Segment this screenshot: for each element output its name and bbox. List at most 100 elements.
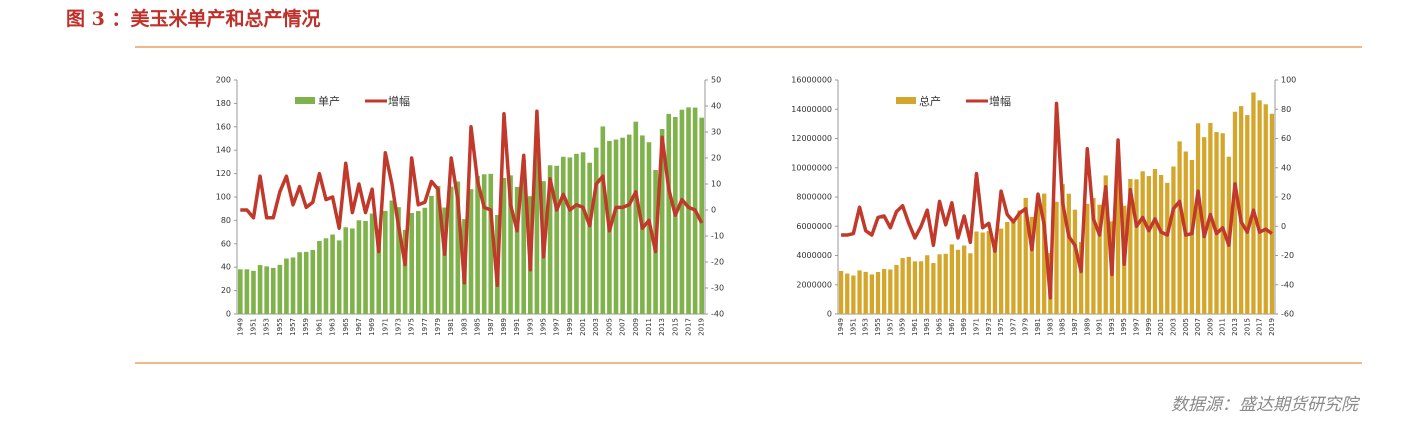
bar [501, 177, 507, 314]
bar [1220, 133, 1225, 314]
legend-swatch [896, 97, 916, 104]
x-tick-label: 1993 [526, 318, 534, 336]
bar [998, 228, 1004, 314]
bar [1251, 92, 1256, 314]
legend-swatch [295, 97, 315, 104]
bar [1011, 218, 1016, 314]
bar [699, 117, 705, 314]
y2-tick-label: 0 [711, 206, 716, 215]
x-tick-label: 1949 [837, 318, 845, 336]
bar [251, 270, 256, 314]
line [240, 109, 704, 288]
y-tick-label: 14000000 [791, 105, 832, 114]
x-tick-label: 1961 [911, 318, 919, 336]
bar [992, 245, 998, 314]
y2-tick-label: 50 [711, 76, 721, 85]
x-tick-label: 1953 [263, 318, 271, 336]
y-tick-label: 40 [221, 263, 231, 272]
x-tick-label: 1953 [862, 318, 870, 336]
x-tick-label: 2015 [671, 318, 679, 336]
bar [310, 250, 316, 314]
bar [679, 109, 685, 314]
bar [488, 173, 494, 314]
x-tick-label: 1983 [460, 318, 468, 336]
x-tick-label: 2001 [579, 318, 587, 336]
bar [1128, 178, 1133, 314]
line [841, 101, 1273, 300]
legend-label: 单产 [318, 94, 340, 108]
x-tick-label: 1973 [394, 318, 402, 336]
bar [600, 126, 606, 314]
bar [875, 271, 881, 314]
y-tick-label: 140 [216, 146, 231, 155]
x-tick-label: 1983 [1046, 318, 1054, 336]
x-tick-label: 1997 [553, 318, 561, 336]
bar [284, 258, 289, 314]
x-tick-label: 1969 [960, 318, 968, 336]
bar [686, 107, 691, 315]
y2-tick-label: -60 [1281, 310, 1294, 319]
bar [560, 156, 566, 314]
bar [1146, 176, 1151, 314]
bar [1066, 193, 1071, 314]
bar [1042, 193, 1047, 314]
bar [882, 269, 887, 314]
y-tick-label: 6000000 [796, 222, 832, 231]
bar [1140, 171, 1145, 314]
bar [264, 266, 269, 314]
bar [336, 240, 342, 314]
bar [613, 139, 619, 314]
bar [986, 231, 991, 314]
bar [1078, 241, 1084, 314]
bar [468, 189, 474, 314]
bar [442, 207, 447, 314]
y2-tick-label: -30 [711, 284, 724, 293]
bar [290, 257, 296, 314]
bar [1035, 195, 1041, 314]
x-tick-label: 2003 [1169, 318, 1177, 336]
x-tick-label: 2011 [1219, 318, 1227, 336]
bar [900, 258, 905, 314]
bar [448, 186, 454, 314]
bar [508, 175, 513, 314]
source: 数据源：盛达期货研究院 [1171, 395, 1361, 415]
bar [297, 252, 302, 314]
x-tick-label: 1981 [447, 318, 455, 336]
legend-label: 总产 [919, 94, 941, 108]
bar [383, 210, 388, 314]
x-tick-label: 1997 [1133, 318, 1141, 336]
x-tick-label: 1989 [1083, 318, 1091, 336]
bar [547, 165, 553, 314]
bar [396, 207, 401, 314]
bar [402, 229, 408, 314]
bar [580, 152, 586, 314]
bar [1091, 197, 1096, 314]
bar [912, 261, 918, 314]
x-tick-label: 1963 [923, 318, 931, 336]
bar [422, 207, 428, 314]
legend-label: 增幅 [989, 94, 1011, 108]
bar [1060, 184, 1065, 314]
bar [838, 270, 844, 314]
bar [980, 232, 985, 314]
x-tick-label: 2005 [605, 318, 613, 336]
bar [429, 195, 434, 314]
y2-tick-label: 40 [1281, 163, 1291, 172]
bar [1072, 209, 1078, 314]
y-tick-label: 120 [216, 169, 231, 178]
legend-label: 增幅 [388, 94, 410, 108]
x-tick-label: 2003 [592, 318, 600, 336]
bar [1269, 113, 1275, 314]
bar [633, 121, 639, 314]
y2-tick-label: 30 [711, 128, 721, 137]
x-tick-label: 1969 [368, 318, 376, 336]
x-tick-label: 2017 [1256, 318, 1264, 336]
bar [244, 269, 250, 314]
x-tick-label: 1951 [849, 318, 857, 336]
x-tick-label: 1973 [985, 318, 993, 336]
bar [481, 174, 487, 314]
bar [389, 200, 395, 314]
y2-tick-label: 10 [711, 180, 721, 189]
bar [1232, 111, 1238, 314]
bar [974, 231, 979, 314]
